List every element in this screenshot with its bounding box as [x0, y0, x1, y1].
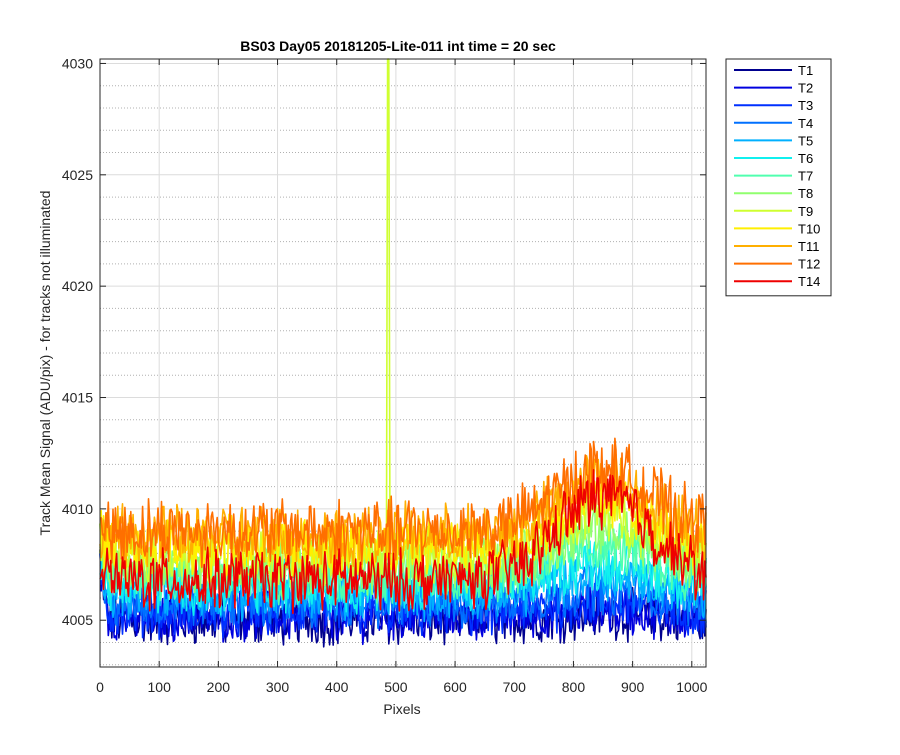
legend-label: T5 [798, 133, 813, 148]
x-tick-label: 100 [148, 679, 172, 695]
legend-label: T1 [798, 63, 813, 78]
legend-label: T14 [798, 274, 820, 289]
x-tick-label: 900 [621, 679, 645, 695]
plot-frame [99, 58, 707, 668]
legend-label: T4 [798, 116, 813, 131]
x-axis-label: Pixels [383, 701, 420, 717]
legend-label: T2 [798, 81, 813, 96]
legend-label: T6 [798, 151, 813, 166]
y-tick-label: 4010 [62, 501, 93, 517]
x-tick-label: 500 [384, 679, 408, 695]
x-tick-label: 0 [96, 679, 104, 695]
y-axis-label: Track Mean Signal (ADU/pix) - for tracks… [37, 191, 53, 536]
legend-label: T11 [798, 239, 819, 254]
y-tick-label: 4030 [62, 55, 93, 71]
legend-label: T7 [798, 169, 813, 184]
chart-title: BS03 Day05 20181205-Lite-011 int time = … [240, 38, 556, 54]
legend-label: T3 [798, 98, 813, 113]
legend-label: T9 [798, 204, 813, 219]
x-tick-label: 700 [503, 679, 527, 695]
series-line-t14 [99, 468, 707, 615]
legend-label: T12 [798, 257, 820, 272]
series-lines [99, 58, 707, 648]
x-tick-label: 200 [207, 679, 231, 695]
x-tick-label: 400 [325, 679, 349, 695]
y-tick-label: 4015 [62, 390, 93, 406]
legend-label: T10 [798, 221, 820, 236]
legend: T1 T2 T3 T4 T5 T6 T7 T8 T9 T10 T11 T12 T14 [725, 58, 832, 297]
x-tick-label: 800 [562, 679, 586, 695]
x-tick-label: 600 [443, 679, 467, 695]
y-tick-label: 4025 [62, 167, 93, 183]
legend-box [725, 58, 832, 297]
x-tick-label: 300 [266, 679, 290, 695]
y-tick-label: 4005 [62, 612, 93, 628]
axes: 0 100 200 300 400 500 600 700 800 900 1000 4005 4010… [62, 55, 708, 695]
x-tick-label: 1000 [676, 679, 707, 695]
legend-label: T8 [798, 186, 813, 201]
y-tick-label: 4020 [62, 278, 93, 294]
